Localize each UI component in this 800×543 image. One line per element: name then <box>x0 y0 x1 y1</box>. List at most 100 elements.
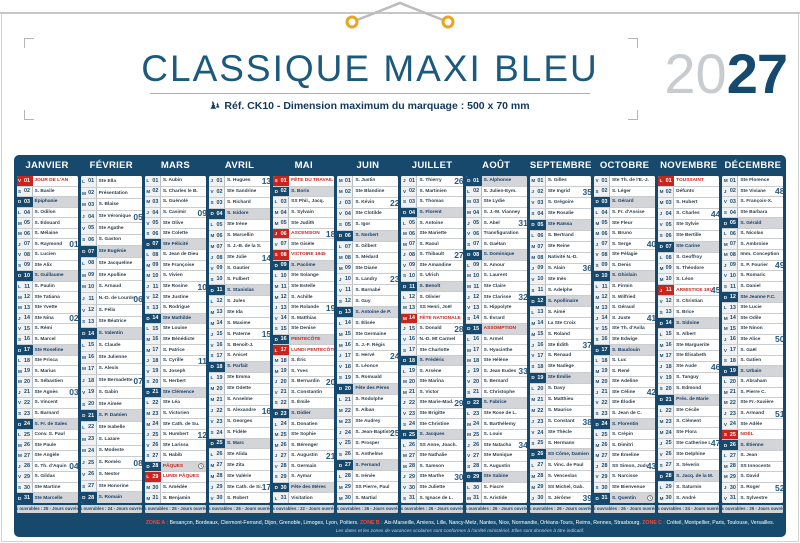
day-letter: J <box>723 262 727 268</box>
day-number: 13 <box>216 309 223 316</box>
day-row: J 04 Ste Véronique 05 <box>80 211 142 223</box>
day-box: M 24 <box>465 419 482 429</box>
day-number: 21 <box>152 389 159 396</box>
saint-label: S. Romuald <box>355 375 382 381</box>
day-letter: V <box>402 188 407 194</box>
saint-label: Ste Inès <box>547 276 567 282</box>
day-row: M 06 Ste Mariette <box>401 228 463 240</box>
saint-label: S. Émile <box>291 400 310 406</box>
day-number: 01 <box>280 177 287 184</box>
saint-label: S. Augustin <box>291 453 318 459</box>
day-box: M 29 <box>722 472 739 482</box>
saint-label: Présentation <box>98 190 128 196</box>
day-number: 18 <box>473 357 480 364</box>
saint-label: S. Abel <box>483 220 500 226</box>
day-number: 05 <box>537 221 544 228</box>
day-row: J 08 S. Thibault 27 <box>401 250 463 261</box>
day-row: L 08 S. Jean de Dieu <box>144 250 206 261</box>
zone-cities: Besançon, Bordeaux, Clermont-Ferrand, Di… <box>169 520 360 527</box>
day-number: 26 <box>280 442 287 449</box>
saint-label: SS Côme, Damien <box>547 451 589 457</box>
saint-label: Ste Adeline <box>611 379 638 385</box>
day-box: D 14 <box>658 318 675 329</box>
saint-label: S. Joseph <box>162 368 186 374</box>
day-letter: D <box>595 347 599 353</box>
day-row: D 26 SS Côme, Damien <box>529 449 591 461</box>
day-row: M 14 Ste Odile <box>722 313 784 325</box>
day-row: L 29 S. Saturnin <box>658 482 720 494</box>
day-letter: M <box>659 430 664 436</box>
day-row: V 12 S. Félix <box>80 304 142 317</box>
day-box: D 05 <box>529 219 546 230</box>
saint-label: Ste Eugénie <box>98 249 127 255</box>
day-box: M 02 <box>658 186 675 197</box>
day-number: 19 <box>24 368 30 375</box>
day-letter: J <box>274 379 278 385</box>
day-letter: V <box>723 421 727 427</box>
day-letter: S <box>531 287 535 293</box>
day-row: V 19 S. Tanguy <box>658 372 720 384</box>
day-box: M 03 <box>465 197 482 207</box>
saint-label: S. Marcellin <box>226 233 254 239</box>
day-row: S 13 S. Rodrigue <box>144 302 206 314</box>
day-box: S 22 <box>273 398 290 408</box>
day-number: 23 <box>152 410 159 417</box>
saint-label: S. Jean-Baptiste <box>355 430 393 436</box>
day-box: S 20 <box>658 383 675 394</box>
week-number-badge: 51 <box>775 408 784 419</box>
day-letter: D <box>659 320 663 326</box>
day-box: M 02 <box>337 186 354 197</box>
day-number: 12 <box>152 294 159 301</box>
day-row: L 25 Conv. S. Paul <box>16 429 78 441</box>
day-box: J 16 <box>722 334 739 345</box>
day-letter: M <box>595 453 600 459</box>
day-box: D 25 <box>401 429 418 440</box>
day-row: D 28 S. Jacq. de la M. <box>658 471 720 483</box>
day-box: L 31 <box>273 493 290 503</box>
page-title: CLASSIQUE MAXI BLEU <box>141 48 599 89</box>
day-row: D 03 S. Gérard <box>593 197 656 208</box>
day-letter: M <box>531 320 536 326</box>
day-row: J 30 S. Roger 52 <box>722 482 784 494</box>
day-box: D 03 <box>593 197 610 207</box>
day-letter: M <box>338 265 343 271</box>
saint-label: Ste Fr.-Xavière <box>740 400 774 406</box>
day-row: M 07 Ste Reine <box>529 241 591 253</box>
day-box: D 01 <box>465 176 482 186</box>
day-number: 22 <box>152 399 159 406</box>
day-letter: L <box>531 386 535 392</box>
day-row: J 02 Ste Viviane 48 <box>722 186 784 198</box>
day-letter: M <box>595 294 600 300</box>
day-box: L 23 <box>465 408 482 419</box>
day-row: M 20 Ste Marina <box>401 376 463 388</box>
week-number-badge: 23 <box>390 274 399 285</box>
day-letter: V <box>274 389 278 395</box>
week-number-badge: 04 <box>69 461 78 472</box>
day-row: J 09 S. Alain 36 <box>529 263 591 275</box>
ref-line: Réf. CK10 - Dimension maximum du marquag… <box>0 100 740 112</box>
day-letter: M <box>146 188 151 194</box>
day-row: S 13 S. Brice <box>658 307 720 319</box>
day-row: D 20 Fête des Pères <box>337 383 399 395</box>
day-row: M 14 FÊTE NATIONALE <box>401 313 463 325</box>
day-box: V 18 <box>337 361 354 372</box>
day-letter: D <box>338 233 343 239</box>
saint-label: Ste Agnès <box>34 389 58 395</box>
day-letter: J <box>274 231 278 237</box>
day-row: M 26 S. Bérenger <box>273 440 335 452</box>
day-row: M 16 Ste Bénédicte <box>144 334 206 346</box>
saint-label: S. Paulin <box>34 284 55 290</box>
day-number: 07 <box>729 241 736 248</box>
month-column-septembre: SEPTEMBRE M 01 S. Gilles J 02 Ste Ingrid 35 V 03 S… <box>528 155 592 537</box>
day-box: S 06 <box>80 234 97 246</box>
day-row: M 14 S. Maxime <box>208 318 271 330</box>
saint-label: N.-D. Mt Carmel <box>419 336 456 342</box>
saint-label: Ste Zita <box>226 462 245 468</box>
day-row: L 18 Ste Prisca <box>16 355 78 367</box>
workdays-strip: Jours ouvrables : 26 - Jours ouvrés : 23 <box>722 504 784 513</box>
day-number: 03 <box>88 201 95 208</box>
day-box: M 22 <box>722 398 739 408</box>
day-row: J 28 SS Simon, Jude 43 <box>593 461 656 473</box>
day-letter: S <box>210 430 214 436</box>
day-letter: M <box>402 305 407 311</box>
